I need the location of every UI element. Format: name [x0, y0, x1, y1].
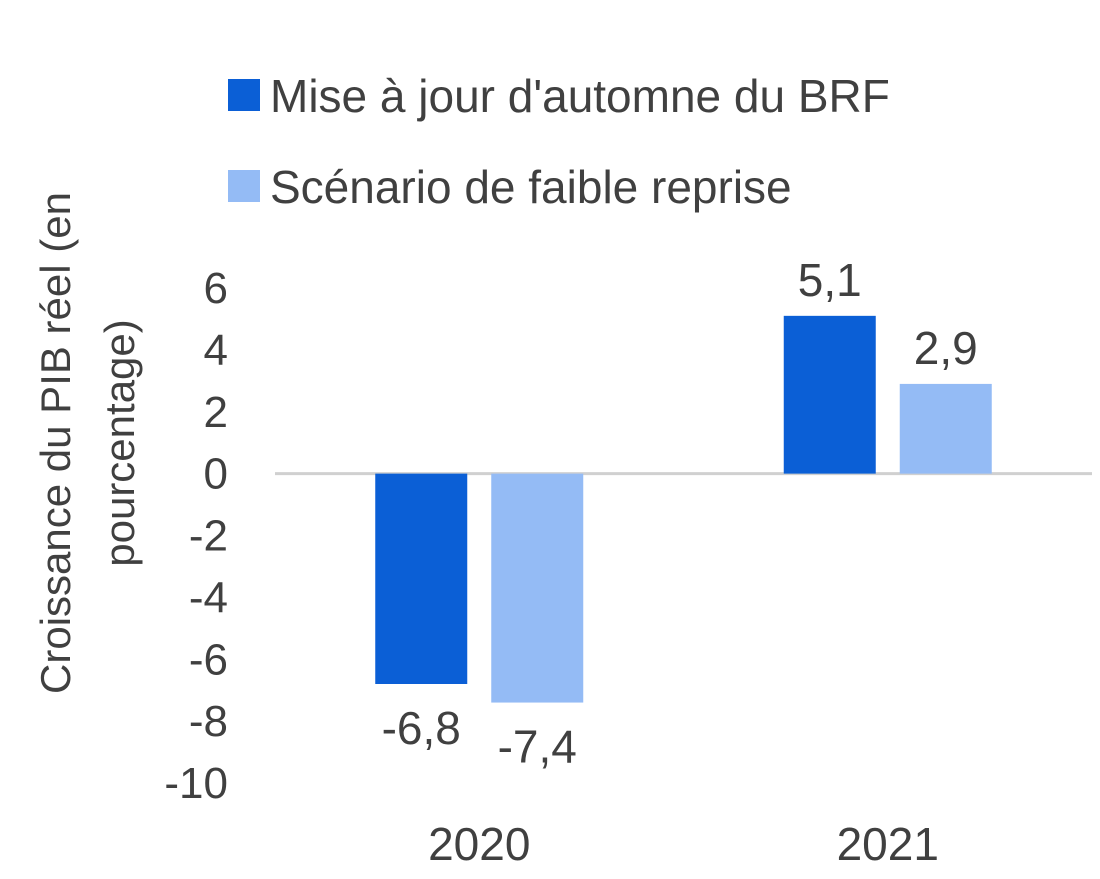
y-axis-title-line-2: pourcentage) — [96, 319, 143, 567]
legend-swatch-mise-a-jour — [228, 79, 260, 111]
data-label: -6,8 — [382, 702, 461, 754]
y-tick-label: 2 — [204, 388, 228, 437]
legend-swatch-faible-reprise — [228, 170, 260, 202]
bars — [375, 315, 992, 703]
y-tick-label: -10 — [164, 759, 228, 808]
x-axis-ticks: 2020 2021 — [428, 818, 939, 870]
data-label: -7,4 — [498, 721, 577, 773]
y-tick-label: -6 — [189, 635, 228, 684]
bar — [899, 383, 992, 474]
y-tick-label: 0 — [204, 450, 228, 499]
y-axis-title: Croissance du PIB réel (en pourcentage) — [32, 192, 143, 694]
bar — [491, 473, 584, 703]
bar — [783, 315, 876, 474]
bar — [375, 473, 468, 684]
y-axis-title-line-1: Croissance du PIB réel (en — [32, 192, 79, 694]
legend-label-faible-reprise: Scénario de faible reprise — [270, 161, 792, 213]
y-axis-ticks: 6 4 2 0 -2 -4 -6 -8 -10 — [164, 264, 228, 808]
y-tick-label: -2 — [189, 512, 228, 561]
data-label: 5,1 — [798, 254, 862, 306]
y-tick-label: -8 — [189, 697, 228, 746]
legend-label-mise-a-jour: Mise à jour d'automne du BRF — [270, 70, 890, 122]
data-label: 2,9 — [914, 322, 978, 374]
data-labels: -6,8 -7,4 5,1 2,9 — [382, 254, 978, 773]
x-tick-label: 2021 — [837, 818, 939, 870]
legend: Mise à jour d'automne du BRF Scénario de… — [228, 70, 890, 213]
y-tick-label: 4 — [204, 326, 228, 375]
y-tick-label: 6 — [204, 264, 228, 313]
y-tick-label: -4 — [189, 573, 228, 622]
x-tick-label: 2020 — [428, 818, 530, 870]
